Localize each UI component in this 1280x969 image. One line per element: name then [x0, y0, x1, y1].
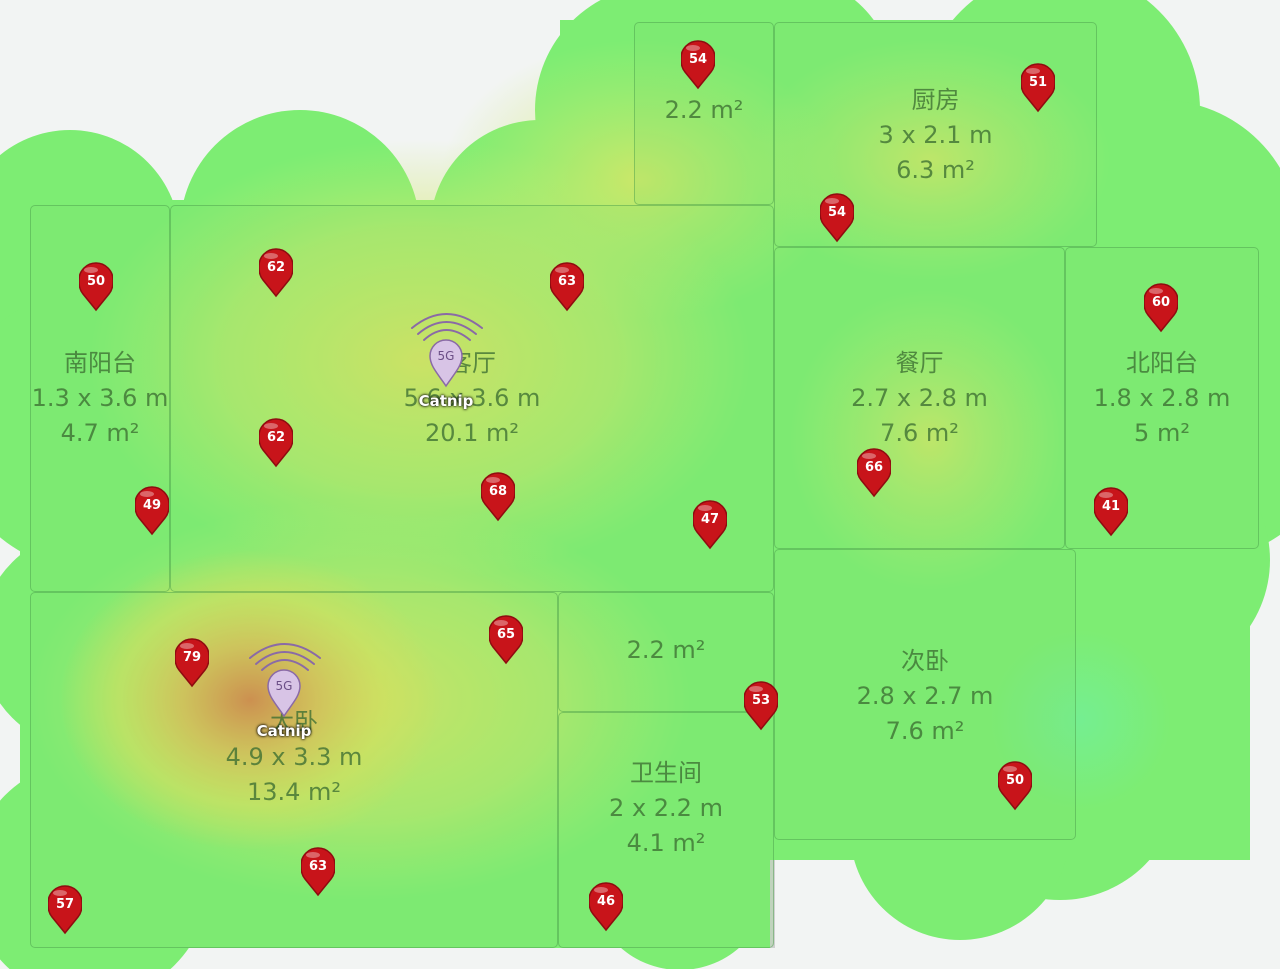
map-pin-icon [693, 500, 727, 550]
map-pin-icon [135, 486, 169, 536]
pin-value: 46 [596, 894, 616, 909]
access-point[interactable]: 5G Catnip [408, 306, 498, 410]
pin-value: 50 [1005, 773, 1025, 788]
pin-value: 63 [557, 274, 577, 289]
room-name: 南阳台 [64, 349, 136, 377]
pin-value: 57 [55, 897, 75, 912]
measurement-pin[interactable]: 51 [1021, 63, 1055, 113]
pin-value: 53 [751, 693, 771, 708]
ap-name-label: Catnip [256, 722, 312, 740]
room-name: 餐厅 [895, 349, 944, 377]
measurement-pin[interactable]: 65 [489, 615, 523, 665]
map-pin-icon [1094, 487, 1128, 537]
map-pin-icon [998, 761, 1032, 811]
pin-value: 62 [266, 260, 286, 275]
room-hallway[interactable]: 2.2 m² [558, 592, 774, 712]
room-area: 5 m² [1134, 419, 1190, 447]
room-dimensions: 1.8 x 2.8 m [1093, 384, 1231, 412]
pin-value: 54 [827, 205, 847, 220]
measurement-pin[interactable]: 47 [693, 500, 727, 550]
measurement-pin[interactable]: 63 [301, 847, 335, 897]
map-pin-icon [79, 262, 113, 312]
room-name: 北阳台 [1126, 349, 1198, 377]
map-pin-icon [550, 262, 584, 312]
measurement-pin[interactable]: 54 [681, 40, 715, 90]
map-pin-icon [681, 40, 715, 90]
ap-name-label: Catnip [418, 392, 474, 410]
room-area: 2.2 m² [626, 636, 706, 664]
pin-value: 50 [86, 274, 106, 289]
map-pin-icon [48, 885, 82, 935]
room-dimensions: 4.9 x 3.3 m [225, 743, 363, 771]
measurement-pin[interactable]: 57 [48, 885, 82, 935]
room-master-bedroom[interactable]: 大卧 4.9 x 3.3 m 13.4 m² [30, 592, 558, 948]
map-pin-icon [1021, 63, 1055, 113]
room-name: 厨房 [911, 86, 960, 114]
measurement-pin[interactable]: 50 [998, 761, 1032, 811]
pin-value: 68 [488, 484, 508, 499]
room-area: 6.3 m² [896, 156, 975, 184]
pin-value: 79 [182, 650, 202, 665]
room-dimensions: 2.8 x 2.7 m [856, 682, 994, 710]
map-pin-icon [259, 248, 293, 298]
room-name: 卫生间 [630, 759, 702, 787]
ap-band-label: 5G [275, 679, 293, 693]
room-area: 2.2 m² [664, 96, 744, 124]
pin-value: 41 [1101, 499, 1121, 514]
measurement-pin[interactable]: 62 [259, 248, 293, 298]
pin-value: 66 [864, 460, 884, 475]
measurement-pin[interactable]: 66 [857, 448, 891, 498]
map-pin-icon [481, 472, 515, 522]
measurement-pin[interactable]: 62 [259, 418, 293, 468]
room-dimensions: 1.3 x 3.6 m [31, 384, 169, 412]
pin-value: 65 [496, 627, 516, 642]
map-pin-icon [175, 638, 209, 688]
measurement-pin[interactable]: 68 [481, 472, 515, 522]
measurement-pin[interactable]: 53 [744, 681, 778, 731]
room-area: 13.4 m² [246, 778, 342, 806]
access-point[interactable]: 5G Catnip [246, 636, 336, 740]
pin-value: 49 [142, 498, 162, 513]
measurement-pin[interactable]: 54 [820, 193, 854, 243]
room-area: 20.1 m² [424, 419, 520, 447]
room-dimensions: 2.7 x 2.8 m [851, 384, 988, 412]
measurement-pin[interactable]: 79 [175, 638, 209, 688]
measurement-pin[interactable]: 50 [79, 262, 113, 312]
wifi-router-icon [411, 313, 483, 388]
room-dining-room[interactable]: 餐厅 2.7 x 2.8 m 7.6 m² [774, 247, 1065, 549]
measurement-pin[interactable]: 63 [550, 262, 584, 312]
pin-value: 51 [1028, 75, 1048, 90]
pin-value: 54 [688, 52, 708, 67]
pin-value: 63 [308, 859, 328, 874]
map-pin-icon [589, 882, 623, 932]
map-pin-icon [1144, 283, 1178, 333]
map-pin-icon [489, 615, 523, 665]
measurement-pin[interactable]: 46 [589, 882, 623, 932]
map-pin-icon [820, 193, 854, 243]
map-pin-icon [259, 418, 293, 468]
measurement-pin[interactable]: 41 [1094, 487, 1128, 537]
pin-value: 60 [1151, 295, 1171, 310]
room-area: 7.6 m² [880, 419, 959, 447]
pin-value: 62 [266, 430, 286, 445]
pin-value: 47 [700, 512, 720, 527]
measurement-pin[interactable]: 60 [1144, 283, 1178, 333]
map-pin-icon [744, 681, 778, 731]
ap-band-label: 5G [437, 349, 455, 363]
map-pin-icon [857, 448, 891, 498]
room-area: 4.7 m² [60, 419, 140, 447]
room-name: 大卧 [270, 708, 318, 736]
room-name: 次卧 [901, 647, 949, 675]
room-dimensions: 2 x 2.2 m [609, 794, 723, 822]
room-area: 4.1 m² [626, 829, 706, 857]
wifi-router-icon [249, 643, 321, 718]
measurement-pin[interactable]: 49 [135, 486, 169, 536]
room-area: 7.6 m² [885, 717, 965, 745]
map-pin-icon [301, 847, 335, 897]
room-dimensions: 5.6 x 3.6 m [403, 384, 541, 412]
room-dimensions: 3 x 2.1 m [878, 121, 993, 149]
